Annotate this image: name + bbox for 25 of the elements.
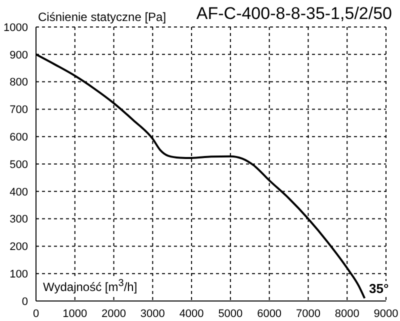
annotation: 35° xyxy=(368,281,390,296)
x-tick-label: 5000 xyxy=(218,308,243,320)
y-tick-label: 600 xyxy=(10,132,28,144)
y-tick-label: 300 xyxy=(10,214,28,226)
x-axis-title: Wydajność [m$^{3}$/h] xyxy=(40,278,140,294)
x-tick-label: 8000 xyxy=(334,308,360,320)
x-tick-label: 3000 xyxy=(140,308,165,320)
y-tick-label: 200 xyxy=(10,241,28,254)
x-tick-label: 7000 xyxy=(296,308,320,320)
y-tick-label: 100 xyxy=(10,268,28,281)
chart-title: AF-C-400-8-8-35-1,5/2/50 xyxy=(196,4,392,24)
x-tick-label: 6000 xyxy=(257,308,282,320)
y-tick-label: 0 xyxy=(22,296,28,308)
y-axis-title: Ciśnienie statyczne [Pa] xyxy=(38,10,166,24)
y-tick-label: 800 xyxy=(10,76,28,89)
y-tick-label: 400 xyxy=(10,186,28,198)
y-tick-label: 900 xyxy=(10,49,28,62)
y-tick-label: 700 xyxy=(10,104,28,116)
y-tick-label: 500 xyxy=(10,158,28,171)
x-tick-label: 0 xyxy=(32,308,40,320)
x-tick-label: 4000 xyxy=(179,308,204,320)
x-tick-label: 2000 xyxy=(102,308,126,320)
x-tick-label: 1000 xyxy=(62,308,88,320)
x-tick-label: 9000 xyxy=(374,308,398,320)
y-tick-label: 1000 xyxy=(4,22,28,34)
